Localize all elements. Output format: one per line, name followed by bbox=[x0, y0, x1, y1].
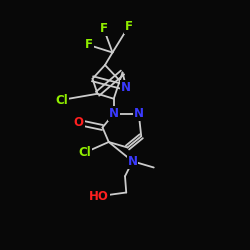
Text: N: N bbox=[109, 107, 119, 120]
Text: Cl: Cl bbox=[78, 146, 92, 159]
Text: O: O bbox=[74, 116, 84, 129]
Text: HO: HO bbox=[89, 190, 109, 203]
Text: N: N bbox=[134, 107, 144, 120]
Text: N: N bbox=[121, 81, 131, 94]
Text: F: F bbox=[125, 20, 133, 33]
Text: Cl: Cl bbox=[55, 94, 68, 106]
Text: F: F bbox=[100, 22, 108, 35]
Text: F: F bbox=[85, 38, 93, 52]
Text: N: N bbox=[128, 155, 138, 168]
